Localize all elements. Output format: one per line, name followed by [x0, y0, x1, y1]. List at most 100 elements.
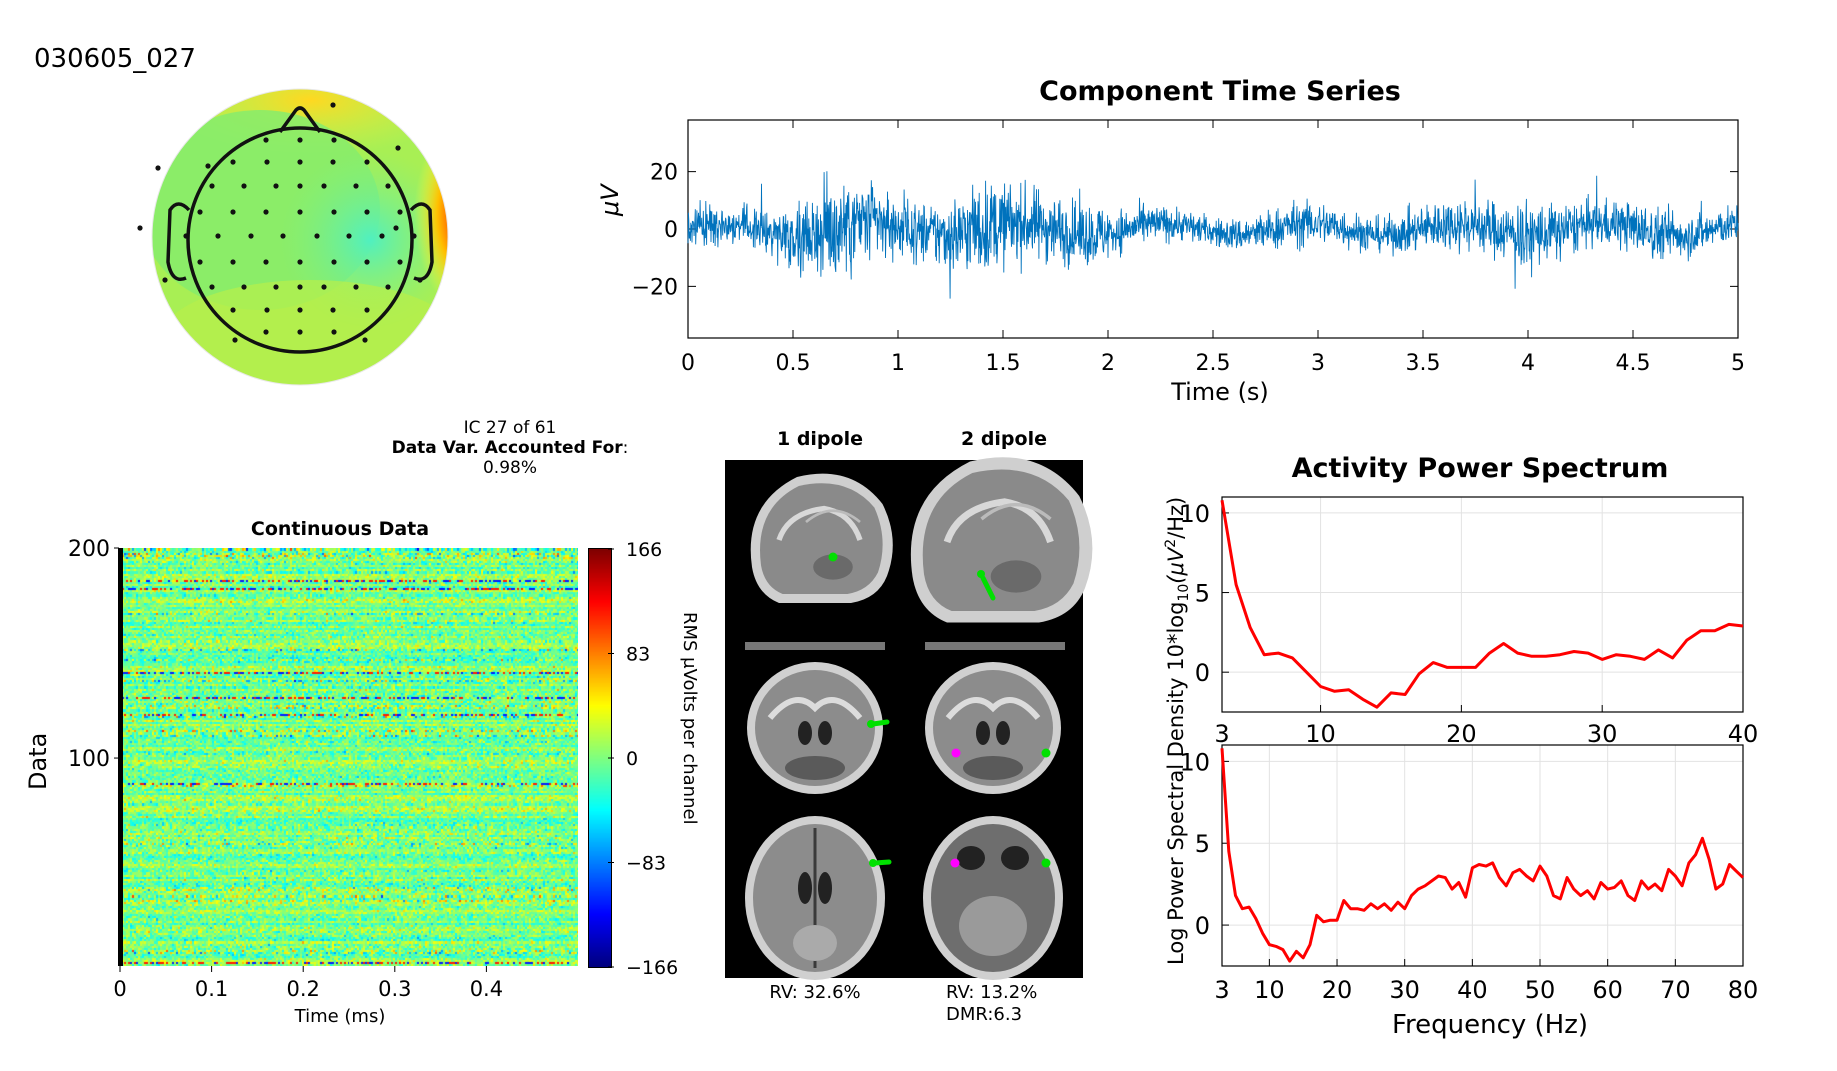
electrode-dot: [209, 183, 215, 189]
heatmap-frame: [118, 548, 578, 966]
spectrum-ytick-label: 5: [1195, 830, 1210, 858]
heatmap-xtick-label: 0.1: [195, 977, 228, 1001]
colorbar-label: RMS μVolts per channel: [679, 612, 700, 825]
spectrum-panel-2-axes-box: [1221, 744, 1744, 967]
electrode-dot: [297, 209, 303, 215]
spectrum-line-panel-1: [1220, 499, 1744, 709]
electrode-dot: [353, 183, 359, 189]
time-series-xtick-label: 1.5: [986, 351, 1021, 376]
dipole-marker: [980, 575, 996, 601]
electrode-dot: [273, 284, 279, 290]
spectrum-xtick-label: 80: [1728, 976, 1759, 1004]
electrode-dot: [364, 259, 370, 265]
dipole-marker: [950, 858, 960, 868]
spectrum-xtick-label: 10: [1254, 976, 1285, 1004]
dipole-marker: [977, 570, 985, 578]
spectrum-xtick-label: 70: [1660, 976, 1691, 1004]
electrode-dot: [280, 233, 286, 239]
spectrum-xlabel: Frequency (Hz): [1391, 1010, 1589, 1040]
electrode-dot: [263, 209, 269, 215]
time-series-xtick-label: 2: [1101, 351, 1115, 376]
colorbar-tick-label: −166: [626, 957, 678, 979]
dataset-id: 030605_027: [34, 44, 196, 74]
spectrum-xtick-label: 40: [1728, 720, 1759, 748]
spectrum-xtick-label: 60: [1592, 976, 1623, 1004]
electrode-dot: [263, 137, 269, 143]
electrode-dot: [297, 183, 303, 189]
heatmap-ytick-label: 100: [68, 747, 110, 772]
spectrum-line-panel-2: [1220, 748, 1745, 963]
dipole-marker: [828, 552, 838, 562]
electrode-dot: [162, 277, 168, 283]
electrode-dot: [395, 145, 401, 151]
heatmap-xtick-label: 0.3: [378, 977, 411, 1001]
spectrum-xtick-label: 30: [1587, 720, 1618, 748]
electrode-dot: [264, 307, 270, 313]
continuous-data-xlabel: Time (ms): [294, 1006, 386, 1027]
time-series-ylabel: μV: [596, 184, 624, 216]
dipole-marker: [1041, 858, 1051, 868]
electrode-dot: [248, 233, 254, 239]
spectrum-xtick-label: 40: [1457, 976, 1488, 1004]
electrode-dot: [137, 225, 143, 231]
electrode-dot: [205, 163, 211, 169]
electrode-dot: [263, 329, 269, 335]
electrode-dot: [331, 209, 337, 215]
electrode-dot: [321, 183, 327, 189]
dipole-marker: [1041, 748, 1051, 758]
sagittal-slice-1: [750, 473, 893, 603]
time-series-xtick-label: 1: [891, 351, 905, 376]
dipole-col1-title: 1 dipole: [776, 428, 863, 450]
electrode-dot: [230, 159, 236, 165]
electrode-dot: [297, 329, 303, 335]
ic-number: IC 27 of 61: [463, 418, 557, 438]
electrode-dot: [393, 225, 399, 231]
electrode-dot: [385, 284, 391, 290]
colorbar: [588, 548, 612, 968]
electrode-dot: [331, 259, 337, 265]
electrode-dot: [230, 259, 236, 265]
electrode-dot: [197, 259, 203, 265]
colorbar-tick-label: −83: [626, 853, 666, 875]
time-series-signal: [687, 171, 1739, 299]
electrode-dot: [330, 102, 336, 108]
sagittal-slice-2: [910, 457, 1093, 623]
electrode-dot: [330, 159, 336, 165]
coronal-slice-2: [925, 662, 1061, 794]
electrode-dot: [397, 259, 403, 265]
time-series-xtick-label: 4: [1521, 351, 1535, 376]
colorbar-tick-label: 0: [626, 748, 638, 770]
time-series-xtick-label: 3.5: [1406, 351, 1441, 376]
electrode-dot: [215, 233, 221, 239]
dipole-col2-title: 2 dipole: [960, 428, 1047, 450]
time-series-xtick-label: 2.5: [1196, 351, 1231, 376]
coronal-slice-1: [747, 662, 883, 794]
spectrum-xtick-label: 30: [1389, 976, 1420, 1004]
spectrum-xtick-label: 3: [1214, 720, 1229, 748]
electrode-dot: [297, 159, 303, 165]
electrode-dot: [264, 159, 270, 165]
axial-slice-1: [745, 816, 885, 980]
electrode-dot: [241, 284, 247, 290]
spectrum-title: Activity Power Spectrum: [1291, 453, 1669, 484]
dipole-marker: [867, 720, 875, 728]
time-series-xtick-label: 3: [1311, 351, 1325, 376]
heatmap-xtick-label: 0.4: [470, 977, 503, 1001]
dipole-marker: [872, 859, 892, 866]
electrode-dot: [297, 137, 303, 143]
spectrum-xtick-label: 20: [1322, 976, 1353, 1004]
spectrum-ytick-label: 0: [1195, 912, 1210, 940]
electrode-dot: [330, 307, 336, 313]
electrode-dots: [137, 102, 423, 343]
electrode-dot: [183, 233, 189, 239]
electrode-dot: [297, 307, 303, 313]
variance-colon: :: [622, 438, 629, 458]
electrode-dot: [364, 209, 370, 215]
spectrum-ytick-label: 0: [1195, 659, 1210, 687]
variance-value: 0.98%: [482, 458, 537, 478]
time-series-ytick-label: 0: [664, 218, 678, 243]
electrode-dot: [417, 277, 423, 283]
electrode-dot: [379, 233, 385, 239]
spectrum-ylabel: Log Power Spectral Density 10*log10(μV2/…: [1163, 496, 1193, 965]
ic-info: IC 27 of 61 Data Var. Accounted For: 0.9…: [350, 418, 670, 478]
